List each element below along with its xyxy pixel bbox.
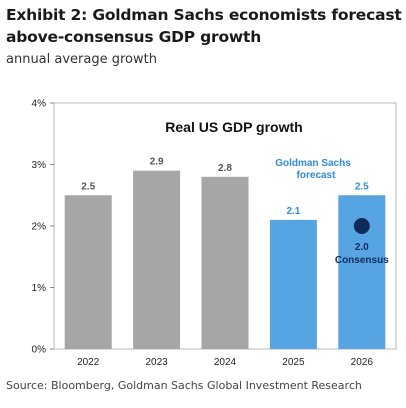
bar-2024 <box>201 176 249 349</box>
bar-2022 <box>64 195 112 349</box>
x-tick-label: 2022 <box>77 357 100 368</box>
x-tick-label: 2025 <box>282 357 305 368</box>
consensus-value-label: 2.0 <box>355 242 369 253</box>
exhibit-subtitle: annual average growth <box>6 52 157 67</box>
y-axis: 0% 1% 2% 3% 4% <box>32 99 54 356</box>
consensus-label: Consensus <box>335 255 389 266</box>
bar-2023 <box>133 170 181 349</box>
bar-value-label: 2.9 <box>150 157 164 168</box>
chart-title: Real US GDP growth <box>165 119 302 135</box>
y-tick-label: 3% <box>32 160 47 171</box>
x-axis: 2022 2023 2024 2025 2026 <box>77 357 373 368</box>
consensus-dot <box>353 218 370 234</box>
bar-value-label: 2.1 <box>286 206 300 217</box>
x-tick-label: 2023 <box>145 357 168 368</box>
forecast-annotation-line2: forecast <box>297 170 337 181</box>
y-tick-label: 1% <box>32 283 47 294</box>
bar-group: 2.5 2.9 2.8 2.1 2.5 <box>64 157 386 349</box>
consensus-marker: 2.0 Consensus <box>335 218 389 266</box>
y-tick-label: 4% <box>32 99 47 110</box>
bar-value-label: 2.5 <box>81 181 95 192</box>
exhibit-title: Exhibit 2: Goldman Sachs economists fore… <box>6 6 402 46</box>
bar-value-label: 2.5 <box>355 181 369 192</box>
y-tick-label: 2% <box>32 222 47 233</box>
forecast-annotation-line1: Goldman Sachs <box>275 158 351 169</box>
x-tick-label: 2024 <box>214 357 237 368</box>
x-tick-label: 2026 <box>351 357 374 368</box>
y-tick-label: 0% <box>32 345 47 356</box>
source-note: Source: Bloomberg, Goldman Sachs Global … <box>6 379 362 392</box>
bar-value-label: 2.8 <box>218 163 232 174</box>
bar-2025 <box>269 219 317 349</box>
